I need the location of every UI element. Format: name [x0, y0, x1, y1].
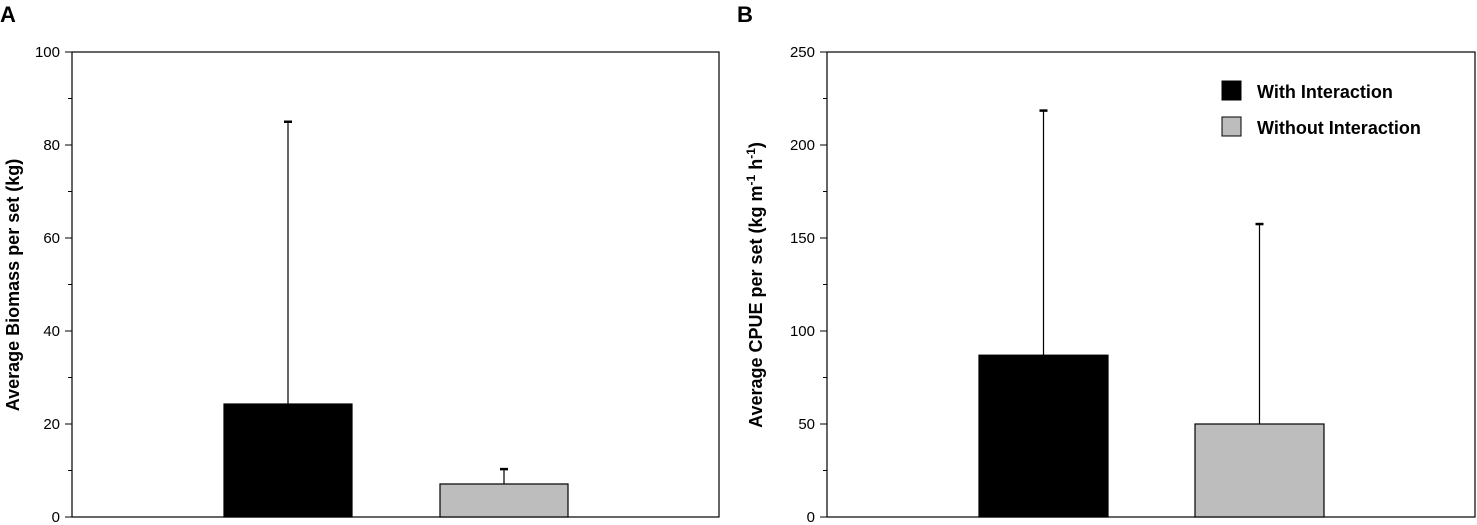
- legend-swatch-with: [1221, 80, 1242, 101]
- panel-b-tick-label: 50: [798, 416, 815, 433]
- panel-a-tick-label: 60: [43, 230, 60, 247]
- legend-label-with: With Interaction: [1257, 82, 1393, 102]
- panel-a-tick-label: 20: [43, 416, 60, 433]
- panel-a-plot-frame: [71, 51, 720, 518]
- panel-a: A Average Biomass per set (kg) 0 20 40 60 80…: [0, 2, 720, 525]
- legend-swatch-without: [1221, 116, 1242, 137]
- panel-a-ylabel: Average Biomass per set (kg): [3, 159, 23, 411]
- panel-b-tick-label: 150: [790, 230, 815, 247]
- panel-b: B Average CPUE per set (kg m-1 h-1) 0501…: [737, 2, 1476, 525]
- panel-b-tick-label: 250: [790, 44, 815, 61]
- panel-a-tick-label: 100: [35, 44, 60, 61]
- panel-a-tick-label: 40: [43, 323, 60, 340]
- panel-b-tick-label: 200: [790, 137, 815, 154]
- panel-b-tick-label: 100: [790, 323, 815, 340]
- panel-b-bars: [978, 109, 1325, 518]
- panel-b-bar-with-interaction: [978, 354, 1109, 518]
- panel-a-bar-without-interaction: [439, 483, 569, 518]
- panel-b-y-axis: 0 50 100 150 200 250: [790, 44, 827, 525]
- panel-b-ylabel-sup1: -1: [744, 174, 758, 185]
- panel-a-tick-label: 0: [52, 509, 60, 525]
- panel-b-ylabel: Average CPUE per set (kg m-1 h-1): [744, 142, 766, 428]
- panel-b-ylabel-main: Average CPUE per set (kg m: [746, 185, 766, 427]
- panel-b-tick-label: 0: [807, 509, 815, 525]
- panel-b-ylabel-mid: h: [746, 159, 766, 175]
- panel-a-bars: [223, 120, 569, 518]
- panel-a-label: A: [0, 2, 16, 27]
- panel-b-label: B: [737, 2, 753, 27]
- panel-b-bar-without-interaction: [1194, 423, 1325, 518]
- panel-a-bar-with-interaction: [223, 403, 353, 518]
- panel-b-ylabel-sup2: -1: [744, 148, 758, 159]
- panel-a-tick-label: 80: [43, 137, 60, 154]
- legend: With Interaction Without Interaction: [1221, 80, 1421, 138]
- panel-b-ylabel-end: ): [746, 142, 766, 148]
- panel-a-y-axis: 0 20 40 60 80 100: [35, 44, 72, 525]
- legend-label-without: Without Interaction: [1257, 118, 1421, 138]
